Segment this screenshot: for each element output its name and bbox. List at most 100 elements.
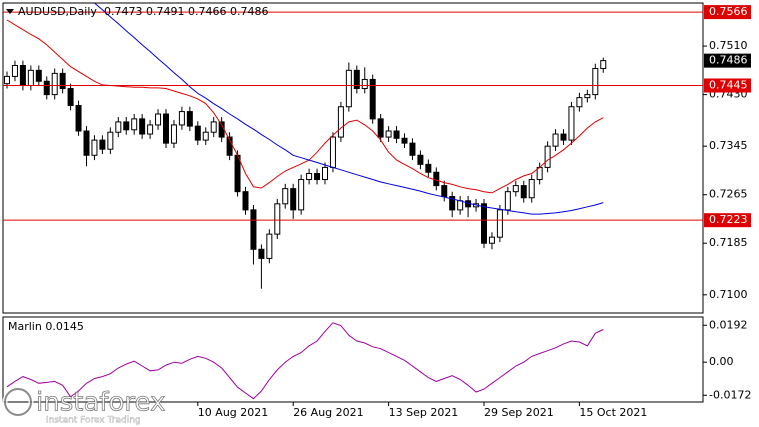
- candle-body: [234, 154, 241, 193]
- candle-body: [385, 130, 392, 138]
- candle-body: [91, 139, 98, 156]
- candle-body: [425, 163, 432, 173]
- y-tick-label: 0.00: [709, 355, 734, 368]
- watermark: instaforex Instant Forex Trading: [2, 386, 166, 426]
- candle-body: [290, 188, 297, 211]
- x-tick-label: 26 Aug 2021: [293, 406, 363, 419]
- candle-body: [250, 209, 257, 250]
- watermark-brand: instaforex: [36, 388, 165, 418]
- candle-body: [242, 191, 249, 211]
- candle-body: [496, 209, 503, 238]
- candle-body: [560, 133, 567, 141]
- candle-body: [393, 130, 400, 139]
- candle-body: [4, 75, 10, 85]
- candle-body: [298, 179, 305, 211]
- candle-body: [481, 203, 487, 244]
- candle-body: [314, 172, 321, 181]
- candle-body: [43, 80, 50, 96]
- candle-body: [337, 106, 344, 138]
- candle-body: [75, 105, 82, 132]
- x-tick-label: 29 Sep 2021: [484, 406, 554, 419]
- level-tag: [704, 5, 751, 20]
- y-tick-label: 0.0192: [709, 318, 748, 331]
- candle-body: [504, 191, 511, 211]
- candle-body: [528, 179, 535, 199]
- candle-body: [329, 136, 336, 168]
- candle-body: [512, 185, 519, 193]
- candle-body: [544, 145, 551, 168]
- candle-body: [194, 125, 201, 141]
- y-tick-label: 0.7265: [709, 188, 748, 201]
- candle-body: [266, 233, 273, 259]
- oscillator-panel: [2, 316, 704, 403]
- level-label: 0.7566: [709, 5, 748, 18]
- y-tick-label: 0.7345: [709, 139, 748, 152]
- candle-body: [123, 121, 130, 131]
- y-tick-label: 0.7510: [709, 39, 748, 52]
- candle-body: [361, 78, 368, 90]
- candle-body: [131, 118, 138, 131]
- x-tick-label: 15 Oct 2021: [579, 406, 647, 419]
- level-label: 0.7223: [709, 213, 748, 226]
- last-price-label: 0.7486: [709, 54, 748, 67]
- last-price-tag: [704, 53, 751, 68]
- candle-body: [170, 124, 177, 144]
- level-tag: [704, 213, 751, 228]
- candle-body: [155, 113, 162, 126]
- candle-body: [568, 106, 575, 141]
- candle-body: [345, 69, 352, 108]
- candle-body: [369, 78, 376, 120]
- watermark-tagline: Instant Forex Trading: [46, 416, 141, 426]
- candle-body: [51, 72, 58, 96]
- candle-body: [322, 166, 328, 181]
- candle-body: [592, 68, 599, 96]
- candle-body: [552, 133, 559, 147]
- y-tick-label: 0.7185: [709, 236, 748, 249]
- x-tick-label: 10 Aug 2021: [198, 406, 268, 419]
- candle-body: [226, 136, 233, 156]
- candle-body: [99, 139, 106, 150]
- candle-body: [202, 131, 209, 141]
- level-label: 0.7445: [709, 79, 748, 92]
- candle-body: [282, 188, 289, 205]
- axes: 0.75100.74300.73450.72650.71850.71000.75…: [197, 5, 751, 419]
- candle-body: [274, 203, 281, 235]
- indicator-line: [94, 3, 604, 215]
- candle-body: [115, 121, 122, 133]
- candle-body: [83, 130, 90, 156]
- candle-body: [441, 185, 448, 198]
- y-tick-label: 0.7100: [709, 288, 748, 301]
- candle-body: [488, 236, 495, 244]
- candle-body: [409, 142, 416, 156]
- oscillator-title: Marlin 0.0145: [8, 320, 84, 333]
- candle-body: [377, 118, 384, 138]
- candle-body: [258, 248, 265, 259]
- candle-body: [163, 113, 169, 144]
- candle-body: [449, 196, 456, 211]
- candle-body: [417, 154, 424, 165]
- logo-ring-outline: [4, 388, 32, 416]
- candle-body: [306, 172, 313, 181]
- candle-body: [19, 64, 26, 87]
- candle-body: [353, 69, 360, 90]
- candle-body: [576, 97, 583, 108]
- oscillator-plot: [6, 322, 604, 400]
- level-tag: [704, 78, 751, 93]
- chart-title: AUDUSD,Daily: [18, 5, 97, 18]
- candle-body: [67, 88, 74, 107]
- candle-body: [35, 69, 42, 82]
- indicator-line: [6, 322, 604, 400]
- candle-body: [520, 185, 527, 199]
- candle-body: [27, 69, 34, 87]
- candle-body: [186, 111, 193, 127]
- candle-body: [178, 111, 185, 126]
- candle-body: [147, 124, 154, 135]
- candle-body: [139, 118, 146, 135]
- collapse-icon[interactable]: [6, 9, 14, 14]
- main-panel: [2, 2, 704, 314]
- candle-body: [107, 131, 114, 150]
- candle-body: [600, 60, 607, 70]
- ohlc-readout: 0.7473 0.7491 0.7466 0.7486: [104, 5, 268, 18]
- candle-body: [210, 121, 217, 133]
